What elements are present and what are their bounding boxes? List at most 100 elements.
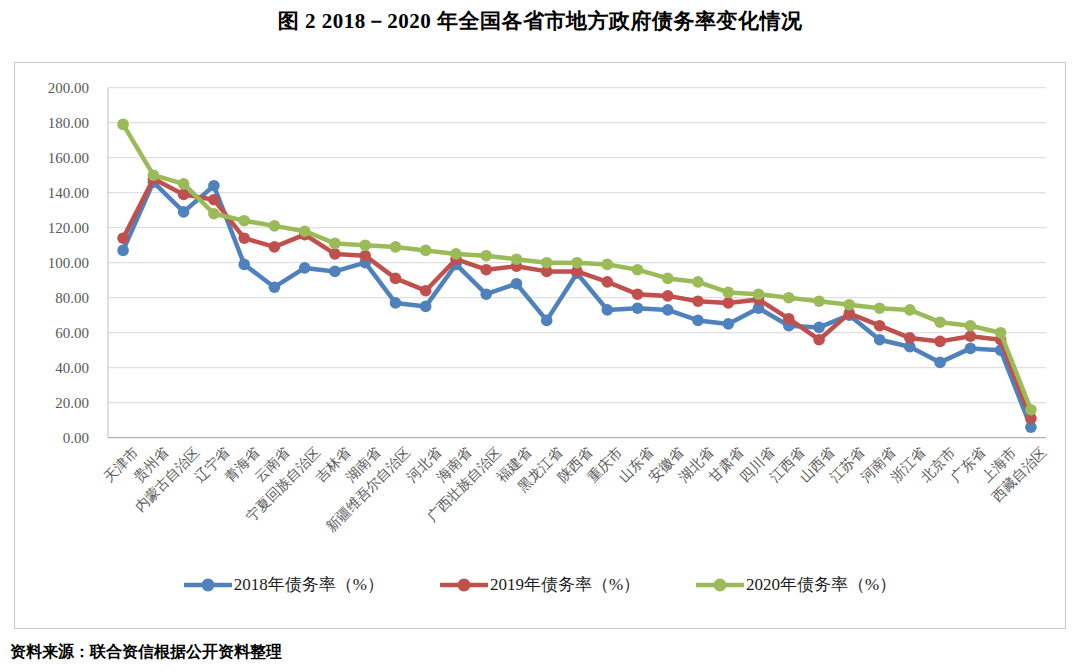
data-point [269, 241, 281, 253]
data-point [723, 318, 735, 330]
data-point [1025, 404, 1037, 416]
data-point [662, 290, 674, 302]
y-axis-tick-label: 80.00 [15, 289, 89, 307]
data-point [178, 178, 190, 190]
source-note: 资料来源：联合资信根据公开资料整理 [10, 642, 282, 663]
data-point [541, 315, 553, 327]
legend-line-marker-icon [184, 577, 232, 593]
data-point [783, 292, 795, 304]
report-figure-page: 图 2 2018－2020 年全国各省市地方政府债务率变化情况 0.00 20.0… [0, 0, 1080, 672]
legend-item-2019年债务率（%）: 2019年债务率（%） [440, 573, 640, 596]
data-point [602, 259, 614, 271]
y-axis-tick-label: 0.00 [15, 429, 89, 447]
data-point [723, 297, 735, 309]
data-point [571, 257, 583, 269]
y-axis-tick-label: 20.00 [15, 394, 89, 412]
data-point [602, 276, 614, 288]
data-point [965, 330, 977, 342]
data-point [541, 257, 553, 269]
data-point [995, 327, 1007, 339]
data-point [813, 295, 825, 307]
y-axis-tick-label: 120.00 [15, 219, 89, 237]
data-point [269, 281, 281, 293]
legend-item-2020年债务率（%）: 2020年债务率（%） [696, 573, 896, 596]
series-2020年债务率（%） [117, 119, 1036, 416]
data-point [632, 302, 644, 314]
y-axis-tick-label: 160.00 [15, 149, 89, 167]
data-point [329, 266, 341, 278]
data-point [480, 250, 492, 262]
data-point [269, 220, 281, 232]
data-point [299, 262, 311, 274]
data-point [874, 302, 886, 314]
data-point [238, 259, 250, 271]
data-point [148, 169, 160, 181]
data-point [390, 297, 402, 309]
data-point [359, 250, 371, 262]
data-point [662, 304, 674, 316]
data-point [299, 225, 311, 237]
legend-item-2018年债务率（%）: 2018年债务率（%） [184, 573, 384, 596]
data-point [390, 241, 402, 253]
data-point [117, 245, 129, 257]
data-point [359, 239, 371, 251]
data-point [934, 357, 946, 369]
data-point [480, 264, 492, 276]
data-point [390, 273, 402, 285]
y-axis-tick-label: 40.00 [15, 359, 89, 377]
data-point [632, 288, 644, 300]
data-point [934, 336, 946, 348]
data-point [692, 276, 704, 288]
data-point [662, 273, 674, 285]
series-2019年债务率（%） [117, 173, 1036, 424]
y-axis-tick-label: 180.00 [15, 114, 89, 132]
data-point [965, 343, 977, 355]
data-point [450, 248, 462, 260]
data-point [844, 299, 856, 311]
legend-label: 2018年债务率（%） [234, 573, 384, 596]
data-point [904, 304, 916, 316]
y-axis-tick-label: 100.00 [15, 254, 89, 272]
data-point [904, 332, 916, 344]
data-point [420, 285, 432, 297]
data-point [511, 253, 523, 265]
data-point [117, 119, 129, 131]
data-point [783, 313, 795, 325]
data-point [208, 194, 220, 206]
data-point [208, 180, 220, 192]
data-point [692, 295, 704, 307]
data-point [420, 301, 432, 313]
series-2018年债务率（%） [117, 176, 1036, 433]
data-point [117, 232, 129, 244]
data-point [329, 238, 341, 250]
data-point [753, 288, 765, 300]
data-point [511, 278, 523, 290]
data-point [632, 264, 644, 276]
data-point [178, 206, 190, 218]
legend-label: 2019年债务率（%） [490, 573, 640, 596]
y-axis-tick-label: 200.00 [15, 79, 89, 97]
data-point [813, 334, 825, 346]
y-axis-tick-label: 140.00 [15, 184, 89, 202]
chart-frame: 0.00 20.00 40.00 60.00 80.00 100.00 120.00 140.… [14, 62, 1066, 629]
data-point [874, 320, 886, 332]
legend-line-marker-icon [440, 577, 488, 593]
data-point [813, 322, 825, 334]
data-point [934, 316, 946, 328]
data-point [602, 304, 614, 316]
data-point [238, 232, 250, 244]
data-point [420, 245, 432, 257]
data-point [723, 287, 735, 299]
debt-ratio-line-chart [15, 63, 1065, 628]
data-point [692, 315, 704, 327]
data-point [238, 215, 250, 227]
y-axis-tick-label: 60.00 [15, 324, 89, 342]
chart-legend: 2018年债务率（%） 2019年债务率（%） 2020年债务率（%） [15, 573, 1065, 596]
data-point [208, 208, 220, 220]
data-point [965, 320, 977, 332]
legend-line-marker-icon [696, 577, 744, 593]
data-point [874, 334, 886, 346]
data-point [480, 288, 492, 300]
data-point [329, 248, 341, 260]
chart-title: 图 2 2018－2020 年全国各省市地方政府债务率变化情况 [0, 7, 1080, 35]
